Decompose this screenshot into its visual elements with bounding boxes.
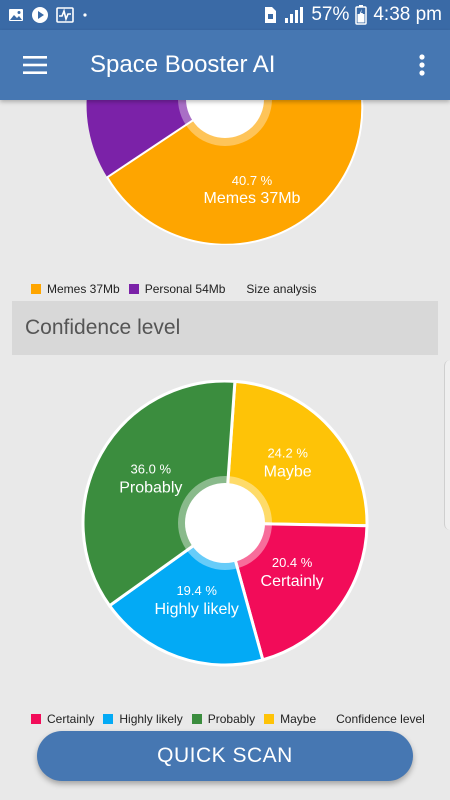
size-slice-personal[interactable]	[86, 100, 225, 178]
slice-name-maybe: Maybe	[264, 464, 312, 481]
quick-scan-button[interactable]: QUICK SCAN	[37, 731, 413, 781]
confidence-legend-title: Confidence level	[336, 712, 425, 726]
size-legend-personal-label: Personal 54Mb	[144, 282, 226, 296]
status-time: 4:38 pm	[373, 4, 442, 25]
size-legend: Memes 37Mb Personal 54Mb Size analysis	[0, 279, 450, 299]
confidence-hole	[185, 483, 265, 563]
swatch-maybe	[264, 714, 275, 724]
more-vert-icon	[419, 54, 425, 76]
edge-panel-handle[interactable]	[444, 360, 450, 530]
battery-icon	[355, 5, 368, 25]
legend-certainly: Certainly	[31, 712, 94, 726]
hamburger-icon	[23, 56, 47, 74]
size-slice-memes-name: Memes 37Mb	[204, 190, 301, 207]
battery-percent: 57%	[311, 4, 350, 25]
legend-highly-likely-label: Highly likely	[119, 712, 183, 726]
size-legend-memes-label: Memes 37Mb	[47, 282, 120, 296]
play-icon	[31, 6, 49, 24]
slice-name-certainly: Certainly	[261, 573, 324, 590]
size-legend-personal: Personal 54Mb	[128, 282, 226, 296]
confidence-slice-probably[interactable]	[81, 380, 237, 608]
legend-maybe: Maybe	[264, 712, 316, 726]
signal-icon	[283, 6, 305, 24]
swatch-highly-likely	[103, 714, 114, 724]
swatch-memes	[31, 284, 41, 294]
menu-button[interactable]	[0, 30, 70, 100]
swatch-personal	[128, 284, 139, 294]
swatch-probably	[191, 714, 202, 724]
app-bar: Space Booster AI	[0, 30, 450, 100]
overflow-menu-button[interactable]	[394, 30, 450, 100]
status-right: 57% 4:38 pm	[263, 4, 442, 26]
confidence-slice-certainly[interactable]	[223, 521, 369, 662]
confidence-legend: Certainly Highly likely Probably Maybe C…	[0, 709, 450, 729]
legend-probably: Probably	[191, 712, 256, 726]
legend-maybe-label: Maybe	[280, 712, 317, 726]
app-title: Space Booster AI	[90, 51, 276, 78]
size-pie-chart: 40.7 % Memes 37Mb	[86, 100, 364, 245]
dot-icon	[81, 11, 89, 19]
size-hole	[186, 100, 264, 138]
slice-pct-certainly: 20.4 %	[272, 555, 313, 570]
gallery-icon	[8, 7, 24, 23]
section-header-confidence: Confidence level	[12, 301, 438, 355]
size-slice-memes[interactable]	[105, 100, 364, 245]
confidence-slice-maybe[interactable]	[223, 380, 369, 528]
status-bar: 57% 4:38 pm	[0, 0, 450, 30]
slice-pct-highly-likely: 19.4 %	[176, 583, 217, 598]
status-left-icons	[8, 6, 89, 24]
swatch-certainly	[31, 714, 41, 724]
slice-pct-maybe: 24.2 %	[267, 446, 308, 461]
slice-pct-probably: 36.0 %	[131, 462, 172, 477]
size-legend-title: Size analysis	[246, 282, 317, 296]
main-content[interactable]: 40.7 % Memes 37Mb Memes 37Mb Personal 54…	[0, 100, 450, 800]
legend-certainly-label: Certainly	[47, 712, 95, 726]
size-slice-memes-pct: 40.7 %	[232, 173, 273, 188]
sim-icon	[263, 6, 277, 24]
slice-name-highly-likely: Highly likely	[154, 601, 238, 618]
legend-probably-label: Probably	[207, 712, 256, 726]
activity-icon	[56, 7, 74, 23]
slice-name-probably: Probably	[119, 480, 182, 497]
confidence-pie-chart: 24.2 % Maybe 20.4 % Certainly 19.4 % Highly l…	[81, 380, 369, 667]
legend-highly-likely: Highly likely	[103, 712, 183, 726]
size-legend-memes: Memes 37Mb	[31, 282, 120, 296]
